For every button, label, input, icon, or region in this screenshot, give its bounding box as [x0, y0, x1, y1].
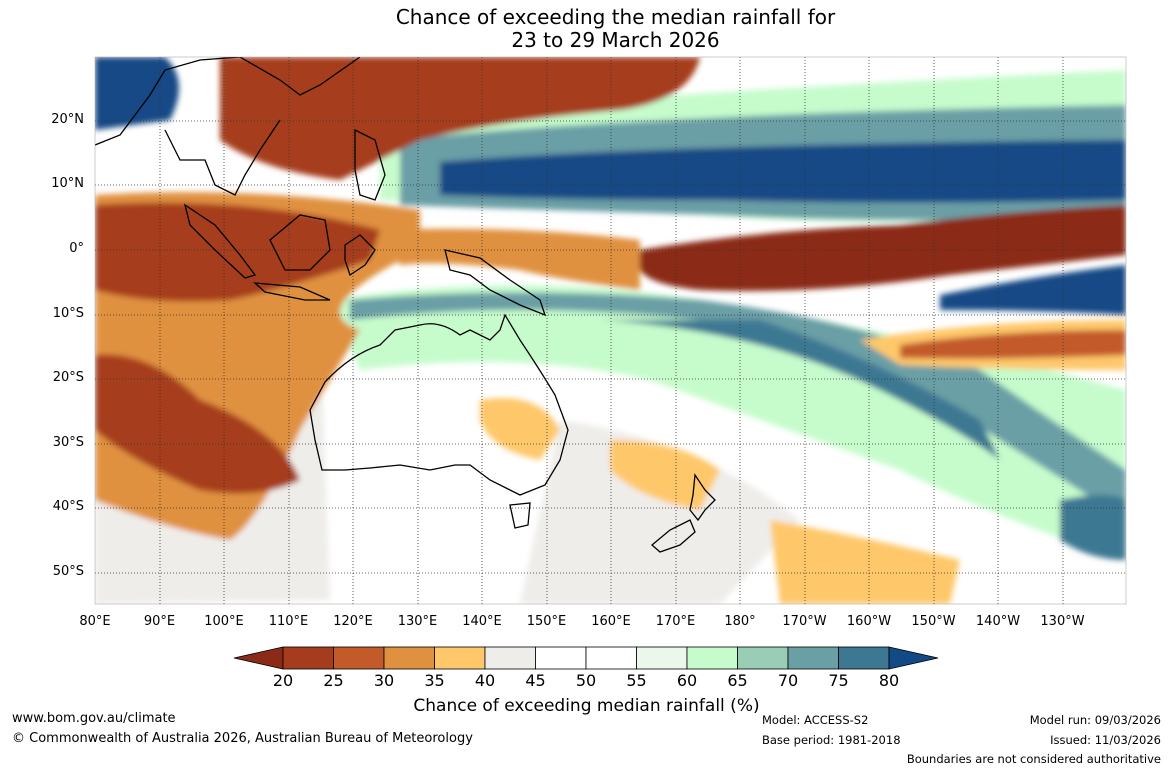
longitude-label: 130°W — [1040, 614, 1085, 629]
latitude-label: 20°N — [51, 112, 84, 127]
longitude-label: 140°E — [462, 614, 502, 629]
longitude-label: 150°E — [526, 614, 567, 629]
longitude-label: 170°E — [655, 614, 696, 629]
grey-region-south — [520, 420, 800, 604]
latitude-label: 30°S — [52, 435, 84, 450]
blue-band-south — [600, 320, 1000, 460]
colorbar-tick: 45 — [525, 671, 546, 690]
new-zealand-north-coastline — [689, 473, 716, 522]
colorbar-tick: 25 — [323, 671, 344, 690]
footer-website: www.bom.gov.au/climate — [12, 711, 176, 726]
longitude-label: 120°E — [333, 614, 373, 629]
longitude-label: 180° — [724, 614, 756, 629]
longitude-label: 80°E — [79, 614, 111, 629]
longitude-label: 130°E — [397, 614, 438, 629]
orange-patch-australia — [480, 398, 560, 460]
latitude-label: 0° — [69, 241, 84, 256]
latitude-label: 10°S — [52, 306, 84, 321]
longitude-label: 160°W — [846, 614, 892, 629]
longitude-label: 160°E — [591, 614, 631, 629]
brown-region-equator-east — [640, 205, 1126, 291]
footer-model: Model: ACCESS-S2 — [762, 713, 869, 727]
colorbar-tick: 40 — [474, 671, 496, 690]
sumatra-coastline — [183, 203, 257, 279]
footer-issued: Issued: 11/03/2026 — [1050, 733, 1161, 747]
blue-region-northwest — [95, 57, 179, 130]
latitude-label: 20°S — [52, 370, 84, 385]
map-title-line1: Chance of exceeding the median rainfall … — [395, 5, 836, 29]
australia-coastline — [309, 313, 569, 496]
colorbar-tick: 30 — [373, 671, 395, 690]
new-zealand-south-coastline — [650, 519, 696, 553]
footer-copyright: © Commonwealth of Australia 2026, Austra… — [12, 731, 473, 746]
longitude-label: 100°E — [204, 614, 244, 629]
coastlines — [95, 57, 716, 553]
blue-tongue-east — [940, 265, 1126, 315]
colorbar-tick: 65 — [727, 671, 748, 690]
orange-patch-southeast — [770, 520, 960, 604]
map-title-line2: 23 to 29 March 2026 — [511, 28, 720, 52]
teal-band-south — [350, 292, 1126, 520]
footer-boundaries-note: Boundaries are not considered authoritat… — [906, 752, 1161, 766]
new-guinea-coastline — [444, 249, 547, 317]
tasmania-coastline — [509, 502, 531, 529]
brown-region-north — [220, 57, 700, 180]
orange-region-equator — [380, 228, 640, 290]
colorbar-tick: 70 — [777, 671, 799, 690]
blue-patch-southeast — [1060, 495, 1126, 560]
latitude-label: 10°N — [51, 176, 84, 191]
blue-band-north — [440, 140, 1126, 203]
longitude-label: 150°W — [911, 614, 956, 629]
colorbar-label: Chance of exceeding median rainfall (%) — [413, 696, 760, 716]
footer-model-run: Model run: 09/03/2026 — [1029, 713, 1161, 727]
colorbar-tick: 50 — [575, 671, 597, 690]
latitude-label: 40°S — [52, 499, 84, 514]
colorbar-tick: 55 — [626, 671, 647, 690]
map-frame — [94, 56, 1127, 605]
longitude-label: 90°E — [143, 614, 176, 629]
longitude-label: 110°E — [268, 614, 309, 629]
sulawesi-coastline — [344, 234, 376, 277]
philippines-coastline — [354, 128, 386, 201]
colorbar-tick: 60 — [676, 671, 698, 690]
rainfall-map-panel — [94, 56, 1127, 605]
longitude-label: 140°W — [975, 614, 1021, 629]
longitude-label: 170°W — [782, 614, 827, 629]
latitude-label: 50°S — [52, 564, 84, 579]
colorbar-tick: 20 — [272, 671, 294, 690]
asia-mainland-coastline — [95, 57, 361, 196]
colorbar-tick: 75 — [828, 671, 849, 690]
orange-patch-tasman — [610, 440, 720, 510]
brown-band-east — [900, 330, 1126, 359]
graticule — [95, 57, 1126, 604]
brown-region-indian-ocean — [95, 354, 300, 494]
rainfall-fields — [95, 57, 1126, 604]
java-coastline — [253, 282, 331, 301]
colorbar-tick: 35 — [424, 671, 445, 690]
borneo-coastline — [269, 214, 331, 271]
colorbar-tick: 80 — [878, 671, 900, 690]
footer-base-period: Base period: 1981-2018 — [762, 733, 901, 747]
